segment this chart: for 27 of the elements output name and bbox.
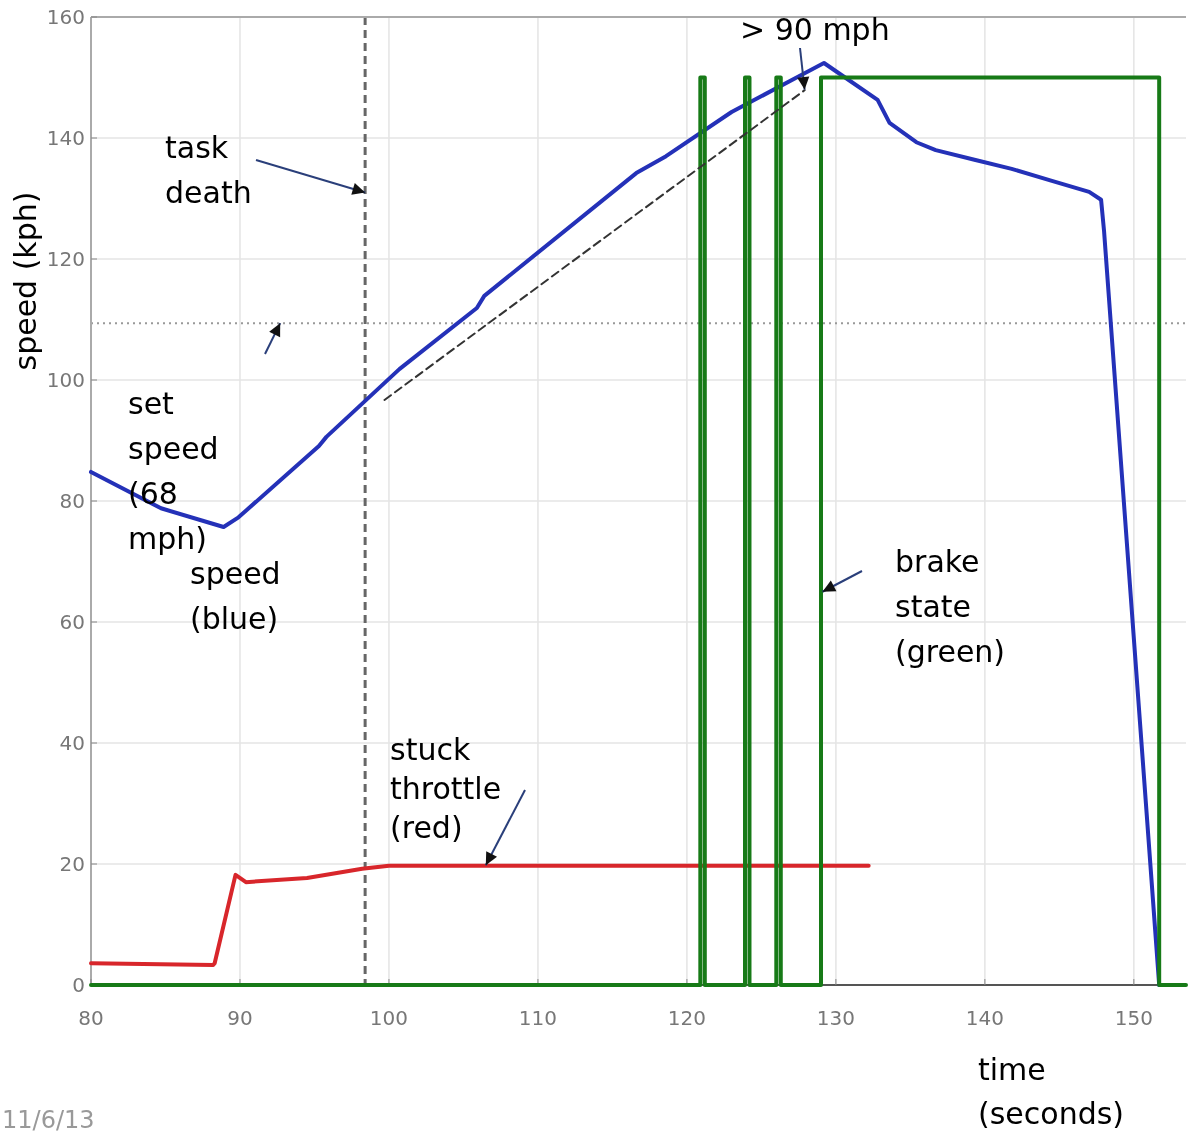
y-tick-label: 140 [46, 126, 85, 150]
annotation: stuck throttle (red) [390, 732, 502, 845]
x-tick-label: 100 [369, 1006, 409, 1030]
annotation: task death [165, 130, 252, 210]
annotation: brake state (green) [895, 544, 1006, 669]
x-tick-label: 120 [667, 1006, 707, 1030]
y-tick-label: 20 [59, 852, 85, 876]
line-series [89, 863, 871, 968]
annotation: > 90 mph [740, 12, 890, 47]
x-tick-label: 110 [518, 1006, 558, 1030]
y-tick-label: 0 [72, 973, 85, 997]
x-tick-label: 140 [965, 1006, 1004, 1030]
x-axis-title: time (seconds) [978, 1052, 1125, 1131]
y-tick-label: 80 [59, 489, 85, 513]
x-tick-label: 80 [78, 1006, 104, 1030]
annotation: set speed (68 mph) [128, 386, 219, 556]
y-tick-label: 60 [59, 610, 85, 634]
x-tick-label: 90 [227, 1006, 253, 1030]
y-tick-label: 40 [59, 731, 85, 755]
x-tick-label: 150 [1114, 1006, 1153, 1030]
y-tick-label: 120 [46, 247, 85, 271]
y-tick-label: 160 [46, 5, 85, 29]
y-axis-title: speed (kph) [8, 191, 43, 371]
x-tick-label: 130 [816, 1006, 855, 1030]
y-tick-label: 100 [46, 368, 85, 392]
annotation: speed (blue) [190, 556, 281, 636]
text: 11/6/13 [2, 1106, 95, 1133]
